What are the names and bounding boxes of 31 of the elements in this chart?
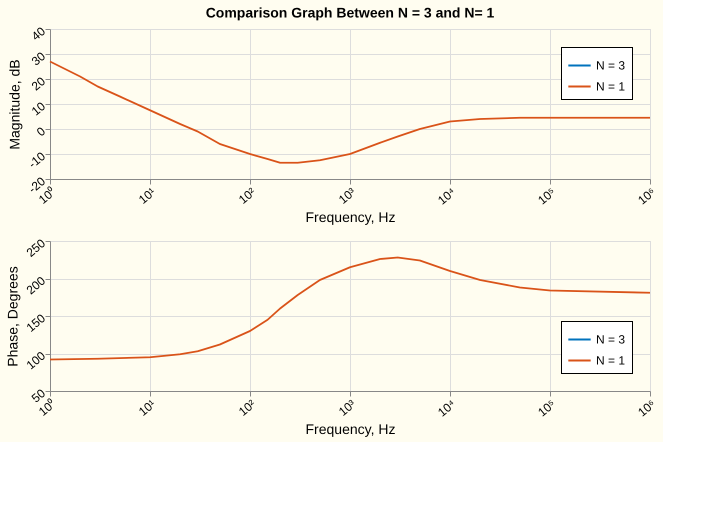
y-axis-title: Phase, Degrees [4, 266, 20, 367]
legend-label: N = 1 [596, 354, 626, 368]
legend-label: N = 1 [596, 80, 626, 94]
x-axis-title: Frequency, Hz [306, 208, 396, 225]
legend-label: N = 3 [596, 332, 626, 346]
x-tick-label: 10⁵ [535, 396, 558, 420]
y-tick-label: 30 [28, 48, 48, 68]
x-tick-label: 10¹ [136, 184, 158, 207]
x-tick-label: 10⁵ [535, 184, 558, 208]
y-tick-label: 0 [34, 124, 48, 140]
x-tick-label: 10⁶ [635, 184, 658, 208]
y-tick-label: 150 [24, 310, 48, 335]
x-tick-label: 10⁶ [635, 396, 658, 420]
y-axis-title: Magnitude, dB [6, 59, 22, 150]
y-tick-label: 200 [24, 273, 48, 298]
x-tick-label: 10³ [336, 184, 358, 207]
y-tick-label: 250 [24, 236, 48, 260]
legend-label: N = 3 [596, 58, 626, 72]
x-tick-label: 10³ [336, 396, 358, 419]
y-tick-label: 40 [28, 24, 48, 44]
y-tick-label: 20 [28, 74, 48, 94]
chart-title: Comparison Graph Between N = 3 and N= 1 [206, 4, 495, 20]
y-tick-label: -10 [26, 148, 48, 172]
x-tick-label: 10² [236, 396, 258, 419]
x-tick-label: 10¹ [136, 396, 158, 419]
x-tick-label: 10⁴ [435, 396, 458, 420]
y-tick-label: 10 [28, 98, 48, 118]
x-axis-title: Frequency, Hz [306, 420, 396, 437]
y-tick-label: 100 [24, 348, 48, 372]
x-tick-label: 10² [236, 184, 258, 207]
x-tick-label: 10⁴ [435, 184, 458, 208]
